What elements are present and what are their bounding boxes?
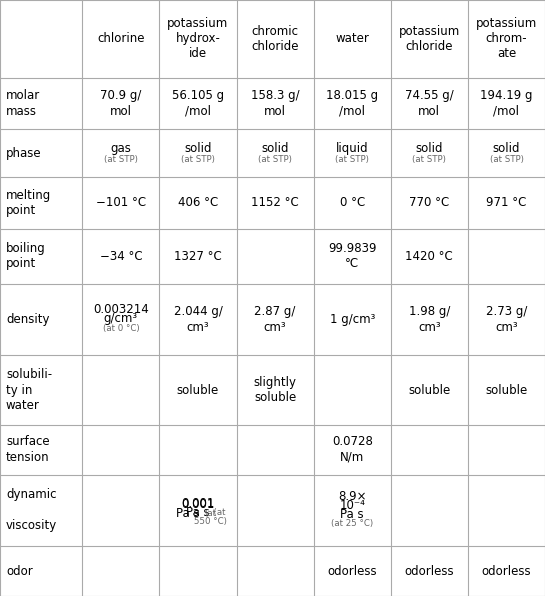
Text: chromic
chloride: chromic chloride	[251, 25, 299, 53]
Text: 406 °C: 406 °C	[178, 197, 218, 209]
Text: liquid: liquid	[336, 142, 368, 155]
Text: soluble: soluble	[177, 384, 219, 396]
Text: 8.9×: 8.9×	[338, 490, 366, 503]
Text: (at: (at	[208, 508, 226, 517]
Text: boiling
point: boiling point	[6, 242, 46, 271]
Text: (at STP): (at STP)	[413, 155, 446, 164]
Text: Pa s: Pa s	[186, 506, 210, 519]
Text: −101 °C: −101 °C	[96, 197, 146, 209]
Text: 0.0728
N/m: 0.0728 N/m	[332, 436, 373, 464]
Text: 1327 °C: 1327 °C	[174, 250, 222, 263]
Text: 99.9839
°C: 99.9839 °C	[328, 242, 377, 271]
Text: 74.55 g/
mol: 74.55 g/ mol	[405, 89, 453, 118]
Text: 194.19 g
/mol: 194.19 g /mol	[480, 89, 532, 118]
Text: (at STP): (at STP)	[258, 155, 292, 164]
Text: 1 g/cm³: 1 g/cm³	[330, 313, 375, 326]
Text: 1152 °C: 1152 °C	[251, 197, 299, 209]
Text: slightly
soluble: slightly soluble	[253, 376, 296, 404]
Text: 0 °C: 0 °C	[340, 197, 365, 209]
Text: odorless: odorless	[328, 564, 377, 578]
Text: soluble: soluble	[485, 384, 528, 396]
Text: odorless: odorless	[404, 564, 454, 578]
Text: solubili-
ty in
water: solubili- ty in water	[6, 368, 52, 412]
Text: phase: phase	[6, 147, 41, 160]
Text: (at STP): (at STP)	[104, 155, 138, 164]
Text: odor: odor	[6, 564, 33, 578]
Text: 1.98 g/
cm³: 1.98 g/ cm³	[409, 305, 450, 334]
Text: Pa s: Pa s	[341, 508, 364, 521]
Text: (at 25 °C): (at 25 °C)	[331, 519, 373, 528]
Text: Pa s: Pa s	[176, 507, 200, 520]
Text: potassium
chloride: potassium chloride	[399, 25, 460, 53]
Text: (at: (at	[204, 509, 216, 518]
Text: solid: solid	[493, 142, 520, 155]
Text: 2.044 g/
cm³: 2.044 g/ cm³	[173, 305, 222, 334]
Text: 70.9 g/
mol: 70.9 g/ mol	[100, 89, 142, 118]
Text: potassium
hydrox-
ide: potassium hydrox- ide	[167, 17, 228, 60]
Text: 0.003214: 0.003214	[93, 303, 149, 316]
Text: (at 0 °C): (at 0 °C)	[102, 324, 139, 333]
Text: 770 °C: 770 °C	[409, 197, 450, 209]
Text: 971 °C: 971 °C	[486, 197, 526, 209]
Text: surface
tension: surface tension	[6, 436, 50, 464]
Text: 18.015 g
/mol: 18.015 g /mol	[326, 89, 378, 118]
Text: solid: solid	[184, 142, 211, 155]
Text: density: density	[6, 313, 50, 326]
Text: molar
mass: molar mass	[6, 89, 40, 118]
Text: (at STP): (at STP)	[489, 155, 523, 164]
Text: gas: gas	[111, 142, 131, 155]
Text: potassium
chrom-
ate: potassium chrom- ate	[476, 17, 537, 60]
Text: 0.001: 0.001	[181, 498, 215, 511]
Text: g/cm³: g/cm³	[104, 312, 138, 325]
Text: 56.105 g
/mol: 56.105 g /mol	[172, 89, 224, 118]
Text: 0.001: 0.001	[181, 497, 215, 510]
Text: (at STP): (at STP)	[335, 155, 369, 164]
Text: solid: solid	[416, 142, 443, 155]
Text: water: water	[335, 32, 369, 45]
Text: 158.3 g/
mol: 158.3 g/ mol	[251, 89, 299, 118]
Text: 10⁻⁴: 10⁻⁴	[339, 499, 365, 512]
Text: chlorine: chlorine	[97, 32, 144, 45]
Text: 1420 °C: 1420 °C	[405, 250, 453, 263]
Text: solid: solid	[261, 142, 289, 155]
Text: odorless: odorless	[482, 564, 531, 578]
Text: dynamic

viscosity: dynamic viscosity	[6, 489, 57, 532]
Text: 2.73 g/
cm³: 2.73 g/ cm³	[486, 305, 527, 334]
Text: soluble: soluble	[408, 384, 450, 396]
Text: 550 °C): 550 °C)	[193, 517, 226, 526]
Text: 2.87 g/
cm³: 2.87 g/ cm³	[255, 305, 296, 334]
Text: (at STP): (at STP)	[181, 155, 215, 164]
Text: melting
point: melting point	[6, 189, 51, 217]
Text: −34 °C: −34 °C	[100, 250, 142, 263]
